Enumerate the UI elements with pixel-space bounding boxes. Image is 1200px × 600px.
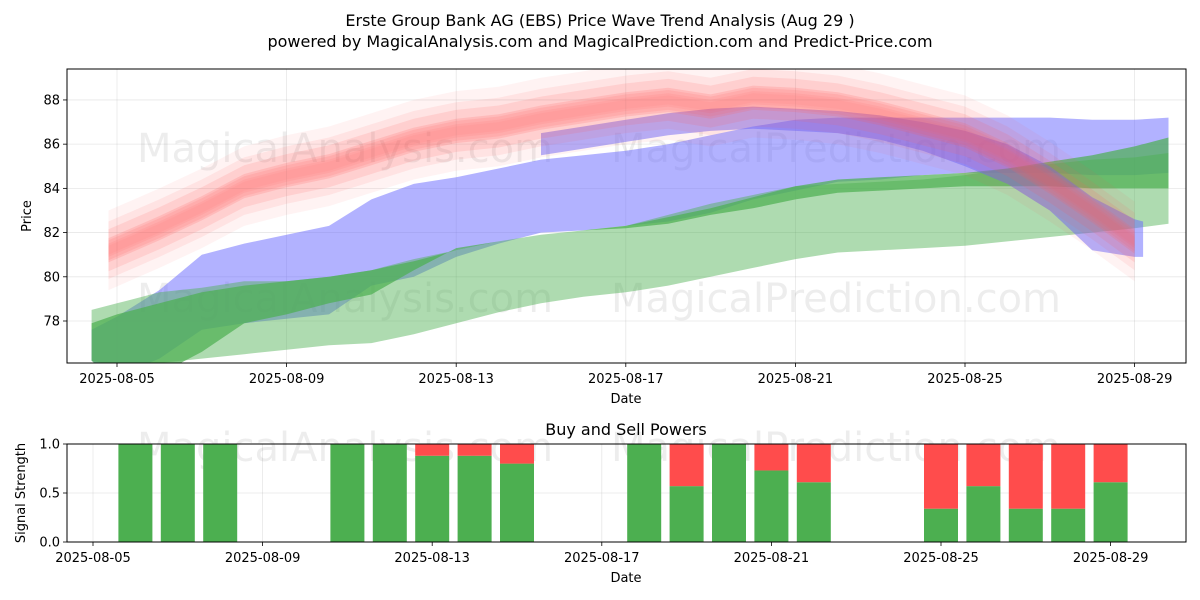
signal-bars [118,444,1128,542]
signal-y-tick-label: 1.0 [39,438,60,453]
price-band-red [108,85,1135,263]
buy-bar [1051,508,1086,542]
price-x-tick-label: 2025-08-09 [249,372,325,387]
sell-bar [500,444,534,464]
price-red-band [108,69,1135,291]
buy-bar [1008,508,1043,542]
buy-bar [118,444,153,542]
buy-bar [372,444,407,542]
buy-bar [203,444,238,542]
sell-bar [1051,444,1086,509]
price-bands [91,106,1169,363]
price-y-tick-label: 78 [43,315,60,330]
signal-axes: 2025-08-05 2025-08-09 2025-08-13 2025-08-17… [39,438,1148,567]
signal-x-tick-label: 2025-08-05 [55,551,131,566]
price-y-tick-label: 82 [43,226,60,241]
buy-bar [669,486,704,542]
price-y-tick-label: 86 [43,138,60,153]
signal-y-tick-label: 0.5 [39,487,60,502]
sell-bar [796,444,831,483]
signal-y-label: Signal Strength [14,443,29,543]
price-x-tick-label: 2025-08-21 [758,372,834,387]
buy-bar [500,463,534,542]
chart-subtitle: powered by MagicalAnalysis.com and Magic… [267,32,932,51]
price-y-tick-label: 80 [43,270,60,285]
price-band-red [108,69,1135,257]
price-band-red [108,91,1135,279]
buy-bar [160,444,195,542]
price-band-blue [91,117,1169,363]
buy-bar [457,455,492,542]
sell-bar [457,444,492,456]
price-band-blue [541,106,1144,257]
price-x-tick-label: 2025-08-17 [588,372,664,387]
signal-title: Buy and Sell Powers [545,420,707,439]
signal-x-tick-label: 2025-08-17 [564,551,640,566]
buy-bar [330,444,365,542]
chart-title: Erste Group Bank AG (EBS) Price Wave Tre… [345,11,854,30]
buy-bar [627,444,662,542]
price-x-label: Date [610,392,641,407]
buy-bar [712,444,746,542]
signal-x-tick-label: 2025-08-21 [734,551,810,566]
buy-bar [1093,482,1128,542]
price-x-tick-label: 2025-08-25 [927,372,1003,387]
price-plot-frame [66,68,1187,364]
buy-bar [415,455,450,542]
buy-bar [924,508,958,542]
signal-x-label: Date [610,571,641,586]
price-band-red [108,93,1135,291]
buy-bar [796,482,831,542]
sell-bar [754,444,789,471]
sell-bar [669,444,704,487]
price-x-tick-label: 2025-08-13 [418,372,494,387]
price-band-green [91,137,1169,363]
signal-x-tick-label: 2025-08-09 [225,551,301,566]
signal-x-tick-label: 2025-08-29 [1073,551,1149,566]
price-axes: 2025-08-05 2025-08-09 2025-08-13 2025-08-17… [43,93,1172,387]
price-x-tick-label: 2025-08-05 [79,372,155,387]
price-y-tick-label: 84 [43,182,60,197]
price-band-red [108,69,1135,255]
buy-bar [966,486,1001,542]
sell-bar [1008,444,1043,509]
sell-bar [924,444,958,509]
sell-bar [415,444,450,456]
watermark-left: MagicalAnalysis.com [137,126,553,172]
buy-bar [754,470,789,542]
signal-x-tick-label: 2025-08-13 [394,551,470,566]
price-y-label: Price [20,200,35,232]
price-x-tick-label: 2025-08-29 [1097,372,1173,387]
price-band-red [108,76,1135,261]
sell-bar [966,444,1001,487]
price-y-tick-label: 88 [43,93,60,108]
sell-bar [1093,444,1128,483]
price-band-red [108,87,1135,272]
price-band-green [91,153,1169,363]
signal-y-tick-label: 0.0 [39,536,60,551]
watermark-right: MagicalPrediction.com [611,276,1061,322]
signal-x-tick-label: 2025-08-25 [903,551,979,566]
